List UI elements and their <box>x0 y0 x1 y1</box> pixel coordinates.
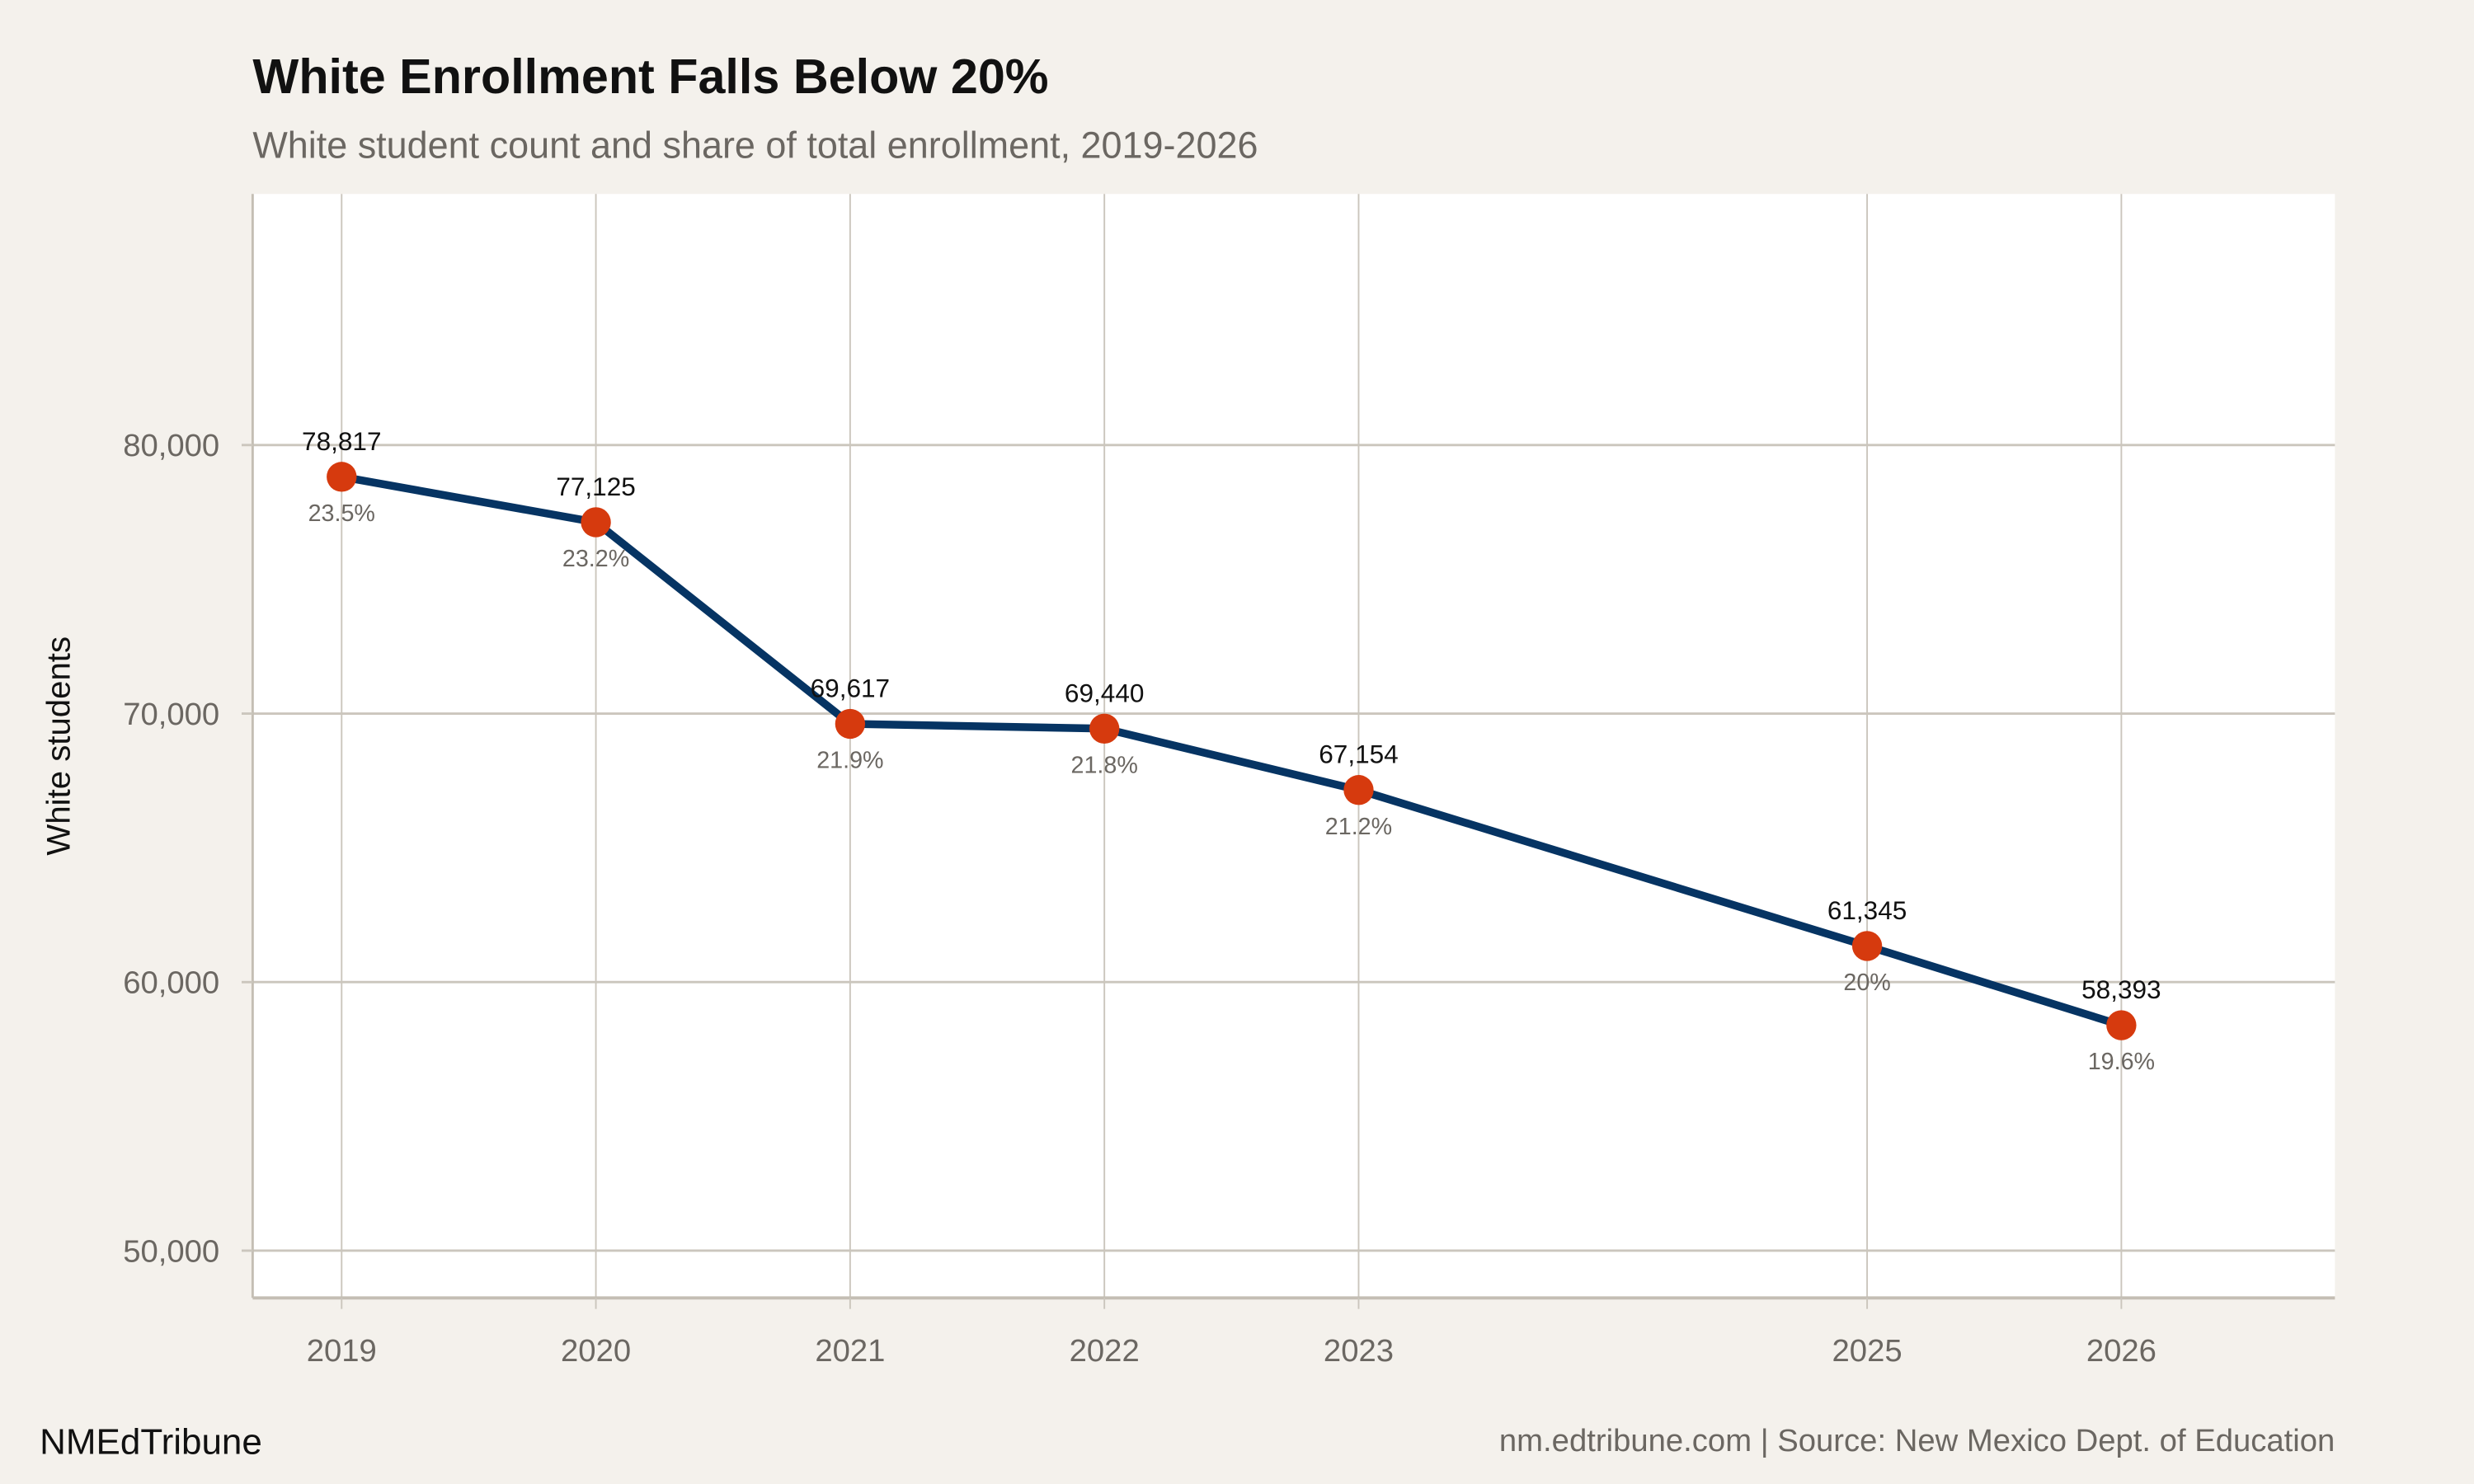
x-tick-label: 2021 <box>815 1333 885 1369</box>
data-point <box>327 462 357 492</box>
data-point <box>835 708 866 740</box>
x-tick-label: 2022 <box>1070 1333 1140 1369</box>
share-label: 23.5% <box>308 500 375 527</box>
x-tick-label: 2020 <box>561 1333 631 1369</box>
value-label: 77,125 <box>556 472 636 501</box>
value-label: 78,817 <box>302 426 382 456</box>
y-tick-label: 60,000 <box>123 965 219 1001</box>
y-axis-label: White students <box>40 636 77 856</box>
chart-title: White Enrollment Falls Below 20% <box>252 49 1048 104</box>
value-label: 69,617 <box>811 673 891 702</box>
value-label: 61,345 <box>1827 895 1907 925</box>
data-point <box>1851 931 1883 961</box>
grid <box>252 194 2335 1298</box>
x-tick-label: 2019 <box>307 1333 377 1369</box>
x-tick-label: 2023 <box>1324 1333 1394 1369</box>
share-label: 21.2% <box>1325 814 1392 840</box>
y-tick-label: 70,000 <box>123 697 219 732</box>
x-tick-label: 2025 <box>1832 1333 1903 1369</box>
data-point <box>581 507 611 538</box>
y-ticks: 50,000 60,000 70,000 80,000 <box>123 428 253 1269</box>
plot-panel <box>252 194 2335 1298</box>
brand-logo-text: NMEdTribune <box>40 1422 262 1463</box>
share-label: 20% <box>1843 970 1890 996</box>
value-label: 67,154 <box>1319 740 1399 769</box>
value-label: 58,393 <box>2081 974 2161 1004</box>
share-label: 23.2% <box>562 546 629 572</box>
share-label: 21.8% <box>1071 752 1138 778</box>
x-tick-label: 2026 <box>2086 1333 2157 1369</box>
x-ticks: 2019 2020 2021 2022 2023 2025 2026 <box>307 1298 2157 1369</box>
data-point <box>1343 775 1374 805</box>
data-points: 78,817 23.5% 77,125 23.2% 69,617 21.9% 69,440 2… <box>302 426 2161 1075</box>
share-label: 21.9% <box>816 748 883 774</box>
source-caption: nm.edtribune.com | Source: New Mexico De… <box>1499 1423 2335 1458</box>
chart-subtitle: White student count and share of total e… <box>252 124 1258 166</box>
data-point <box>2106 1010 2137 1040</box>
y-tick-label: 50,000 <box>123 1233 219 1269</box>
share-label: 19.6% <box>2088 1049 2155 1075</box>
data-point <box>1089 713 1120 744</box>
y-tick-label: 80,000 <box>123 428 219 463</box>
value-label: 69,440 <box>1065 678 1145 707</box>
